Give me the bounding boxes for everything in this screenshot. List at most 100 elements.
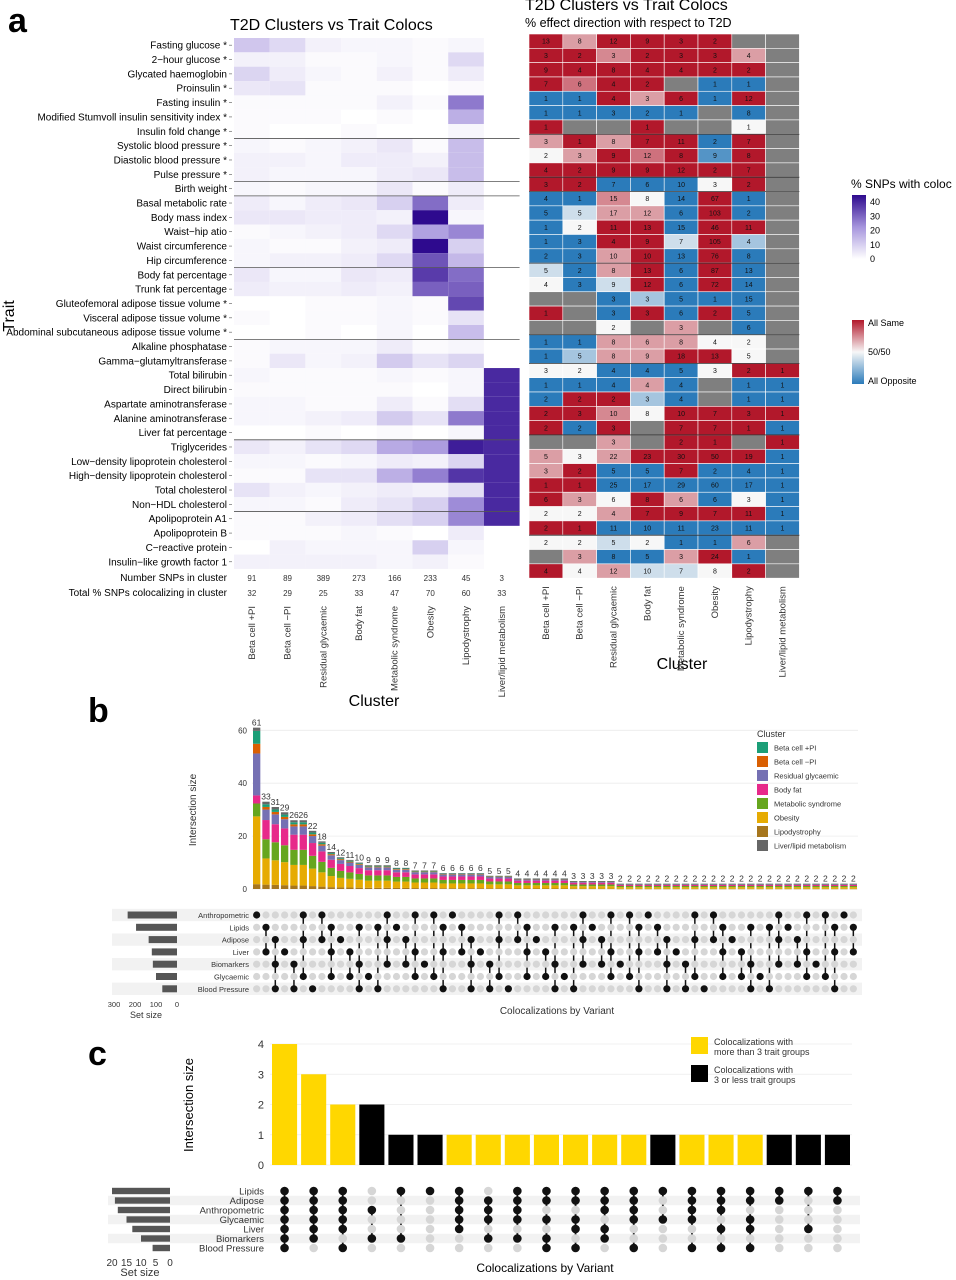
coloc-cell xyxy=(448,339,484,354)
snp-count-label: 1 xyxy=(781,440,785,447)
coloc-cell xyxy=(269,81,306,96)
coloc-cell xyxy=(305,195,342,211)
matrix-dot xyxy=(625,923,634,931)
intersection-bar-segment xyxy=(476,873,485,875)
intersection-bar-segment xyxy=(756,888,764,890)
intersection-bar-segment xyxy=(831,887,839,889)
snp-count-label: 12 xyxy=(643,211,651,218)
coloc-cell xyxy=(412,411,449,426)
intersection-bar-segment xyxy=(579,886,587,889)
coloc-cell xyxy=(305,167,342,182)
intersection-bar-segment xyxy=(290,864,298,886)
matrix-dot xyxy=(629,1215,639,1224)
intersection-bar-segment xyxy=(849,885,857,888)
matrix-dot xyxy=(467,923,475,931)
matrix-dot xyxy=(504,923,512,931)
direction-cell xyxy=(562,434,597,450)
matrix-dot xyxy=(454,1205,464,1215)
legend-label: Metabolic syndrome xyxy=(774,800,841,809)
matrix-dot xyxy=(616,948,624,956)
intersection-bar-segment xyxy=(262,884,270,889)
intersection-bar-segment xyxy=(784,884,792,886)
coloc-cell xyxy=(376,109,413,125)
intersection-bar-segment xyxy=(812,884,820,886)
snp-count-label: 4 xyxy=(612,96,616,103)
matrix-dot xyxy=(532,948,540,956)
matrix-dot xyxy=(495,960,503,968)
matrix-dot xyxy=(812,972,820,981)
direction-cell xyxy=(765,62,800,78)
snp-count-label: 7 xyxy=(645,511,649,518)
matrix-dot xyxy=(691,985,699,993)
matrix-dot xyxy=(588,936,596,944)
summary-value: 45 xyxy=(462,574,471,583)
intersection-bar-segment xyxy=(812,885,820,888)
matrix-dot xyxy=(570,936,578,944)
snp-count-label: 87 xyxy=(711,268,719,275)
direction-cell xyxy=(765,176,800,192)
coloc-cell xyxy=(448,152,484,168)
matrix-dot xyxy=(495,923,503,931)
matrix-dot xyxy=(476,960,485,968)
intersection-bar-segment xyxy=(336,870,345,878)
matrix-dot xyxy=(309,1243,318,1253)
intersection-bar-segment xyxy=(551,888,559,889)
intersection-bar-segment xyxy=(318,842,326,845)
intersection-bar-segment xyxy=(420,871,429,872)
set-label: Glycaemic xyxy=(220,1215,265,1226)
intersection-bar-segment xyxy=(327,867,335,877)
matrix-dot xyxy=(756,911,764,919)
matrix-dot xyxy=(454,1243,464,1253)
intersection-bar-segment xyxy=(402,869,410,873)
legend-swatch xyxy=(757,798,768,809)
summary-value: 60 xyxy=(462,589,471,598)
intersection-bar-segment xyxy=(523,882,531,886)
coloc-cell xyxy=(234,468,270,483)
intersection-size-label: 2 xyxy=(637,874,642,884)
intersection-bar-segment xyxy=(663,885,671,888)
coloc-cell xyxy=(448,525,484,541)
matrix-dot xyxy=(523,923,531,931)
set-size-bar xyxy=(127,911,177,919)
matrix-dot xyxy=(672,936,680,944)
intersection-bar-segment xyxy=(681,888,690,890)
direction-cell xyxy=(765,248,800,264)
matrix-dot xyxy=(765,960,774,968)
matrix-dot xyxy=(420,936,429,944)
matrix-dot xyxy=(625,911,634,919)
snp-count-label: 6 xyxy=(612,497,616,504)
intersection-bar-segment xyxy=(280,862,289,886)
snp-count-label: 1 xyxy=(679,110,683,117)
matrix-dot xyxy=(458,936,466,944)
matrix-dot xyxy=(716,1215,726,1224)
direction-cell xyxy=(765,234,800,250)
legend-label: Residual glycaemic xyxy=(774,772,839,781)
coloc-cell xyxy=(412,296,449,311)
intersection-bar-segment xyxy=(364,880,373,888)
set-size-bar xyxy=(156,973,177,980)
matrix-dot xyxy=(420,911,429,919)
intersection-bar-segment xyxy=(793,885,802,888)
intersection-bar-segment xyxy=(756,887,764,889)
snp-count-label: 1 xyxy=(544,483,548,490)
matrix-dot xyxy=(571,1234,580,1243)
direction-cell xyxy=(765,133,800,149)
intersection-bar-segment xyxy=(831,883,839,885)
intersection-bar-segment xyxy=(448,874,457,877)
set-size-bar xyxy=(162,985,177,993)
matrix-dot xyxy=(775,960,783,968)
intersection-bar-segment xyxy=(756,884,764,886)
trait-label: Non−HDL cholesterol xyxy=(132,500,227,511)
coloc-cell xyxy=(305,468,342,483)
matrix-dot xyxy=(687,1205,697,1215)
coloc-cell xyxy=(269,439,306,455)
coloc-cell xyxy=(341,454,377,469)
coloc-cell xyxy=(448,353,484,369)
intersection-bar-segment xyxy=(253,727,261,731)
trait-label: C−reactive protein xyxy=(146,543,227,554)
intersection-bar-segment xyxy=(607,884,615,887)
matrix-dot xyxy=(290,985,298,993)
coloc-cell xyxy=(412,396,449,412)
matrix-dot xyxy=(709,911,718,919)
snp-count-label: 4 xyxy=(612,511,616,518)
